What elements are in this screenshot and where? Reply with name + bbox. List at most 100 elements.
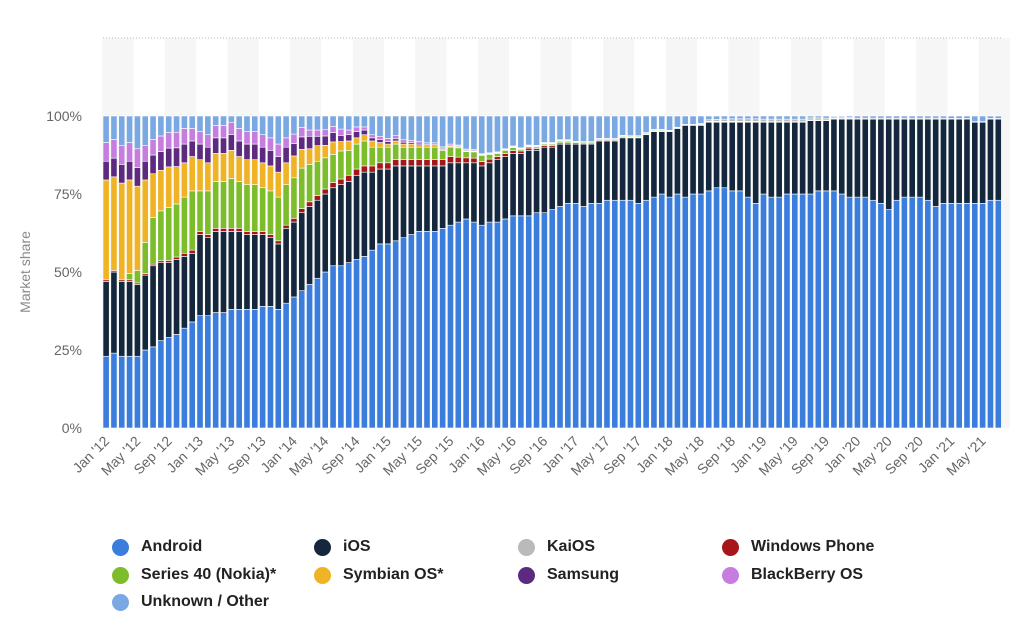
bar-segment-unknown-other [157,115,165,137]
legend-item[interactable]: Android [112,538,202,556]
legend-item[interactable]: BlackBerry OS [722,566,863,584]
bar-segment-blackberry-os [180,128,188,145]
bar-segment-android [533,212,540,429]
bar-segment-unknown-other [134,115,141,150]
bar-segment-ios [235,231,243,310]
legend-item[interactable]: iOS [314,538,371,556]
bar-segment-blackberry-os [212,125,220,139]
bar-segment-unknown-other [955,115,963,119]
bar-stack [658,115,666,429]
bar-segment-windows-phone [345,174,353,182]
bar-segment-series-40-nokia [376,146,384,164]
bar-stack [204,115,212,429]
bar-segment-android [752,203,760,429]
bar-segment-ios [494,159,501,223]
legend-marker-icon [112,566,129,584]
bar-stack [877,115,885,429]
bar-segment-series-40-nokia [267,190,274,235]
bar-segment-unknown-other [196,115,204,132]
bar-segment-blackberry-os [392,135,400,140]
legend-label: Symbian OS* [343,566,444,583]
bar-stack [486,115,494,429]
bar-stack [689,115,697,429]
bar-stack [955,115,963,429]
legend-item[interactable]: Windows Phone [722,538,874,556]
legend-item[interactable]: Samsung [518,566,619,584]
bar-segment-series-40-nokia [141,242,149,274]
bar-segment-ios [752,121,760,204]
bar-segment-samsung [321,135,329,146]
bar-segment-series-40-nokia [314,160,321,196]
bar-segment-ios [415,165,423,232]
bar-segment-series-40-nokia [306,164,314,203]
bar-segment-samsung [368,137,376,142]
bar-stack [900,115,908,429]
bar-segment-android [822,190,830,429]
bar-segment-unknown-other [791,115,799,120]
bar-stack [681,115,689,429]
bar-segment-unknown-other [384,115,392,139]
bar-segment-kaios [728,118,736,122]
bar-segment-blackberry-os [196,131,204,145]
bar-stack [345,115,353,429]
bar-segment-samsung [329,132,337,143]
bar-segment-android [368,249,376,429]
bar-segment-unknown-other [720,115,728,120]
bar-segment-ios [564,143,572,204]
bar-segment-ios [807,120,814,195]
bar-segment-ios [157,262,165,341]
bar-segment-android [220,312,227,429]
bar-stack [400,115,407,429]
bar-segment-ios [861,118,869,198]
bar-stack [470,115,478,429]
legend-item[interactable]: Series 40 (Nokia)* [112,566,276,584]
bar-segment-samsung [282,146,290,164]
bar-segment-blackberry-os [259,134,267,148]
bar-segment-kaios [760,118,767,122]
bar-segment-ios [533,150,540,214]
bar-segment-unknown-other [603,115,611,139]
bar-stack [431,115,439,429]
bar-stack [736,115,744,429]
bar-segment-unknown-other [705,115,713,121]
bar-segment-unknown-other [274,115,282,145]
bar-segment-series-40-nokia [282,184,290,226]
bar-segment-ios [259,234,267,307]
bar-segment-blackberry-os [204,134,212,148]
bar-segment-ios [431,165,439,232]
bar-segment-series-40-nokia [149,217,157,265]
bar-segment-android [814,190,822,429]
y-tick-label: 0% [62,420,82,436]
bar-segment-unknown-other [744,115,752,120]
bar-segment-symbian-os [337,141,345,152]
legend-item[interactable]: Symbian OS* [314,566,443,584]
legend-label: Windows Phone [751,538,875,555]
bar-segment-android [736,190,744,429]
bar-segment-samsung [274,156,282,173]
bar-segment-unknown-other [478,115,486,155]
bar-stack [760,115,767,429]
legend-item[interactable]: Unknown / Other [112,593,269,611]
bar-segment-unknown-other [924,115,932,119]
bar-segment-windows-phone [360,165,368,173]
bar-segment-unknown-other [587,115,595,142]
bar-segment-android [282,302,290,429]
bar-segment-unknown-other [470,115,478,150]
bar-segment-kaios [720,118,728,122]
bar-segment-series-40-nokia [134,270,141,284]
bar-segment-unknown-other [548,115,556,143]
bar-stack [744,115,752,429]
bar-segment-android [384,243,392,429]
bar-segment-unknown-other [830,115,838,118]
bar-stack [423,115,431,429]
bar-stack [595,115,603,429]
bar-segment-blackberry-os [290,133,298,144]
bar-stack [650,115,658,429]
bar-segment-symbian-os [415,144,423,148]
legend-item[interactable]: KaiOS [518,538,595,556]
bar-segment-unknown-other [595,115,603,139]
bar-segment-symbian-os [196,159,204,192]
bar-segment-android [642,199,650,429]
bar-segment-unknown-other [431,115,439,144]
